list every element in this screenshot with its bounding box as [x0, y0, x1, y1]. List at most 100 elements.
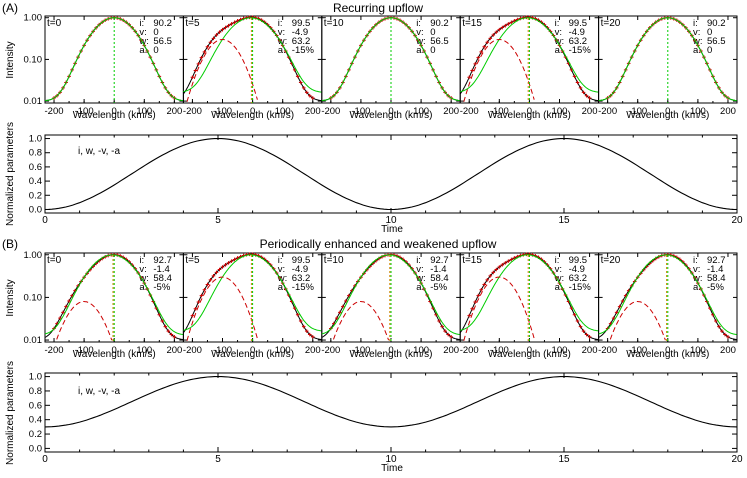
a-spectrum-0-xtick-label: -200 — [45, 106, 64, 117]
b-spectrum-4-t-label: t=20 — [601, 255, 621, 266]
a-spectrum-1-observed-point — [298, 80, 303, 85]
a-spectrum-0-xtick-label: -100 — [75, 106, 94, 117]
a-time-annotation: i, w, -v, -a — [78, 146, 120, 157]
a-spectra-ylabel: Intensity — [5, 41, 16, 78]
b-spectrum-2-stat-w-value: 58.4 — [430, 273, 449, 284]
a-spectrum-4-xlabel: Wavelength (km/s) — [626, 110, 709, 121]
a-spectrum-0-xtick-label: 0 — [112, 106, 117, 117]
a-spectrum-1-observed-point — [193, 68, 198, 73]
a-spectrum-3-component-line — [463, 39, 535, 102]
b-spectrum-3-stat-a-label: a: — [555, 282, 563, 293]
b-spectrum-0-observed-point — [163, 324, 168, 329]
a-spectrum-3-xlabel: Wavelength (km/s) — [488, 110, 571, 121]
b-spectrum-2-stat-i-label: i: — [416, 255, 421, 266]
b-time-xtick-label: 15 — [558, 454, 570, 465]
b-spectrum-0-xtick-label: 200 — [166, 345, 182, 356]
b-spectrum-4-stat-v-label: v: — [693, 264, 700, 275]
a-spectrum-3-observed-point — [584, 93, 589, 98]
a-spectrum-1-stat-v-label: v: — [278, 27, 285, 38]
a-spectrum-1-xtick-label: 100 — [275, 106, 291, 117]
b-spectrum-3-xlabel: Wavelength (km/s) — [488, 349, 571, 360]
b-spectrum-1-stat-v-label: v: — [278, 264, 285, 275]
b-spectrum-0-stat-a-label: a: — [139, 282, 147, 293]
a-spectrum-1-t-label: t=5 — [185, 18, 200, 29]
a-spectrum-1-stat-a-value: -15% — [292, 45, 315, 56]
b-spectrum-2-xtick-label: 0 — [388, 345, 393, 356]
b-spectrum-3-observed-point — [494, 267, 499, 272]
a-time-ytick-label: 0.8 — [29, 148, 42, 159]
b-spectrum-0-stat-w-label: w: — [138, 273, 149, 284]
section-a-title: Recurring upflow — [333, 1, 423, 15]
b-spectrum-2-observed-point — [341, 304, 345, 309]
b-spectrum-1-observed-point — [199, 293, 204, 298]
b-spectrum-0-stat-i-label: i: — [139, 255, 144, 266]
b-spectrum-3-observed-point — [470, 306, 475, 311]
b-spectrum-0-observed-point — [67, 299, 71, 303]
a-time-ytick-label: 0.2 — [29, 190, 42, 201]
a-spectrum-3-observed-point — [482, 44, 487, 49]
b-spectrum-1-observed-point — [202, 287, 207, 292]
b-spectrum-1-observed-point — [196, 300, 201, 304]
b-spectrum-1-observed-point — [298, 319, 303, 323]
b-spectrum-4-xlabel: Wavelength (km/s) — [626, 349, 709, 360]
b-spectrum-3-observed-point — [509, 257, 514, 262]
a-spectrum-3-observed-point — [509, 20, 514, 25]
a-spectrum-3-stat-w-value: 63.2 — [569, 36, 588, 47]
b-spectrum-2-stat-v-label: v: — [416, 264, 423, 275]
b-spectrum-1-observed-point — [190, 313, 195, 318]
a-spectrum-3-observed-point — [503, 23, 508, 28]
b-time-ytick-label: 0.2 — [29, 429, 42, 440]
a-spectrum-1-fit-line — [183, 17, 322, 93]
a-spectrum-0-stat-v-value: 0 — [153, 27, 158, 38]
b-spectrum-2-observed-point — [437, 319, 441, 323]
b-spectrum-4-observed-point — [714, 319, 718, 323]
a-time-series-line — [44, 137, 738, 211]
a-spectrum-3-fit-line — [460, 17, 599, 93]
a-spectrum-3-xtick-label: -200 — [460, 106, 479, 117]
a-spectrum-2-stat-i-value: 90.2 — [430, 18, 449, 29]
b-spectrum-0-xtick-label: 100 — [136, 345, 152, 356]
b-spectrum-1-observed-point — [193, 306, 198, 311]
a-spectrum-1-observed-point — [202, 50, 207, 54]
a-spectrum-1-observed-point — [301, 86, 306, 90]
b-spectrum-4-stat-a-value: -5% — [707, 282, 724, 293]
b-time-series-line — [44, 376, 738, 428]
b-spectrum-1-stat-a-label: a: — [278, 282, 286, 293]
b-spectrum-1-observed-point — [310, 335, 315, 339]
b-spectrum-0-observed-point — [169, 332, 174, 337]
a-time-xtick-label: 0 — [42, 215, 48, 226]
b-spectrum-4-stat-i-label: i: — [693, 255, 698, 266]
section-a-label: (A) — [2, 1, 18, 15]
a-time-ytick-label: 0.0 — [29, 204, 42, 215]
b-time-ytick-label: 0.8 — [29, 386, 42, 397]
b-spectrum-2-stat-v-value: -1.4 — [430, 264, 446, 275]
a-spectrum-3-xtick-label: -100 — [490, 106, 509, 117]
b-spectrum-2-observed-point — [335, 316, 339, 320]
a-spectrum-3-observed-point — [581, 90, 586, 95]
b-time-xlabel: Time — [381, 463, 403, 474]
b-spectrum-3-observed-point — [467, 313, 472, 318]
a-spectrum-4-stat-a-value: 0 — [707, 45, 712, 56]
a-spectrum-3-observed-point — [587, 96, 592, 100]
a-spectrum-1-observed-point — [217, 30, 222, 34]
a-spectrum-3-observed-point — [497, 27, 502, 32]
a-spectrum-3-observed-point — [473, 62, 478, 66]
b-spectrum-1-stat-w-label: w: — [277, 273, 288, 284]
b-spectrum-4-observed-point — [717, 324, 721, 329]
a-spectrum-1-observed-point — [232, 20, 237, 25]
b-spectrum-4-xtick-label: 100 — [690, 345, 706, 356]
b-spectrum-3-observed-point — [488, 274, 493, 278]
b-time-xtick-label: 5 — [215, 454, 221, 465]
b-spectrum-0-observed-point — [61, 310, 65, 315]
a-spectrum-3-stat-i-label: i: — [555, 18, 560, 29]
b-spectrum-1-observed-point — [301, 324, 306, 329]
a-spectrum-3-observed-point — [491, 33, 496, 37]
b-spectrum-4-stat-w-label: w: — [692, 273, 703, 284]
b-time-xtick-label: 20 — [731, 454, 743, 465]
a-spectrum-3-observed-point — [506, 22, 511, 26]
a-spectrum-1-stat-v-value: -4.9 — [292, 27, 308, 38]
b-spectrum-4-stat-v-value: -1.4 — [707, 264, 723, 275]
a-spectrum-0-ytick-label: 1.00 — [24, 13, 43, 24]
a-spectrum-2-stat-a-label: a: — [416, 45, 424, 56]
